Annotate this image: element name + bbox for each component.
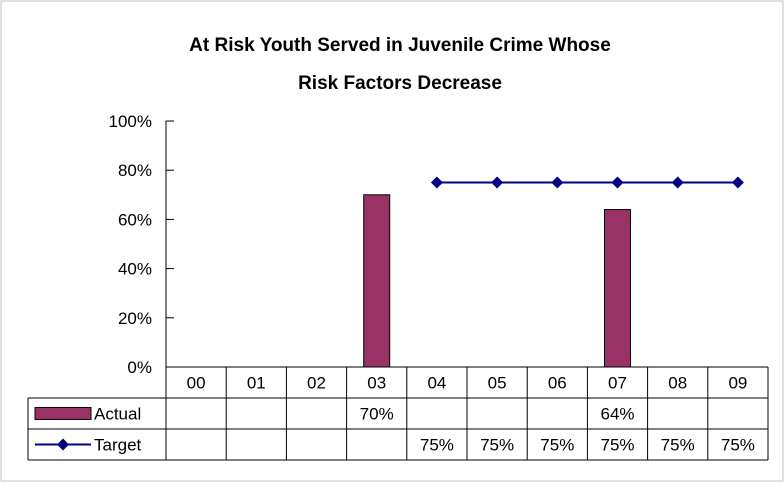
target-marker <box>611 176 624 189</box>
data-label: 75% <box>480 436 514 455</box>
y-tick-label: 40% <box>118 260 152 279</box>
x-category-label: 02 <box>307 374 326 393</box>
data-label: 70% <box>360 405 394 424</box>
data-label: 75% <box>721 436 755 455</box>
x-category-label: 08 <box>668 374 687 393</box>
y-axis: 0% 20% 40% 60% 80% 100% <box>109 112 174 377</box>
actual-bar <box>363 194 391 368</box>
y-tick-label: 80% <box>118 161 152 180</box>
chart-title-line-1: At Risk Youth Served in Juvenile Crime W… <box>189 35 611 56</box>
y-tick-label: 20% <box>118 309 152 328</box>
x-category-label: 00 <box>187 374 206 393</box>
x-category-label: 04 <box>427 374 446 393</box>
data-label: 75% <box>540 436 574 455</box>
data-label: 75% <box>661 436 695 455</box>
data-label: 64% <box>600 405 634 424</box>
data-label: 75% <box>420 436 454 455</box>
x-category-label: 07 <box>608 374 627 393</box>
legend-label: Actual <box>94 405 141 424</box>
x-category-label: 03 <box>367 374 386 393</box>
chart-title-line-2: Risk Factors Decrease <box>298 73 502 94</box>
legend-key-target-marker <box>57 438 69 451</box>
actual-bars <box>363 194 631 368</box>
target-marker <box>430 176 443 189</box>
actual-bar <box>604 209 631 368</box>
y-tick-label: 0% <box>127 358 152 377</box>
data-table: 00 01 02 03 04 05 06 07 08 09 Actual 70% 64% Target 75… <box>27 366 769 461</box>
y-tick-label: 100% <box>109 112 152 131</box>
target-marker <box>671 176 684 189</box>
target-marker <box>731 176 744 189</box>
x-category-label: 05 <box>488 374 507 393</box>
target-marker <box>491 176 504 189</box>
legend-label: Target <box>94 436 142 455</box>
y-tick-label: 60% <box>118 210 152 229</box>
x-category-label: 06 <box>548 374 567 393</box>
x-category-label: 01 <box>247 374 266 393</box>
target-marker <box>551 176 564 189</box>
data-label: 75% <box>600 436 634 455</box>
target-line <box>430 176 744 189</box>
x-category-label: 09 <box>728 374 747 393</box>
legend-key-actual <box>34 407 92 420</box>
